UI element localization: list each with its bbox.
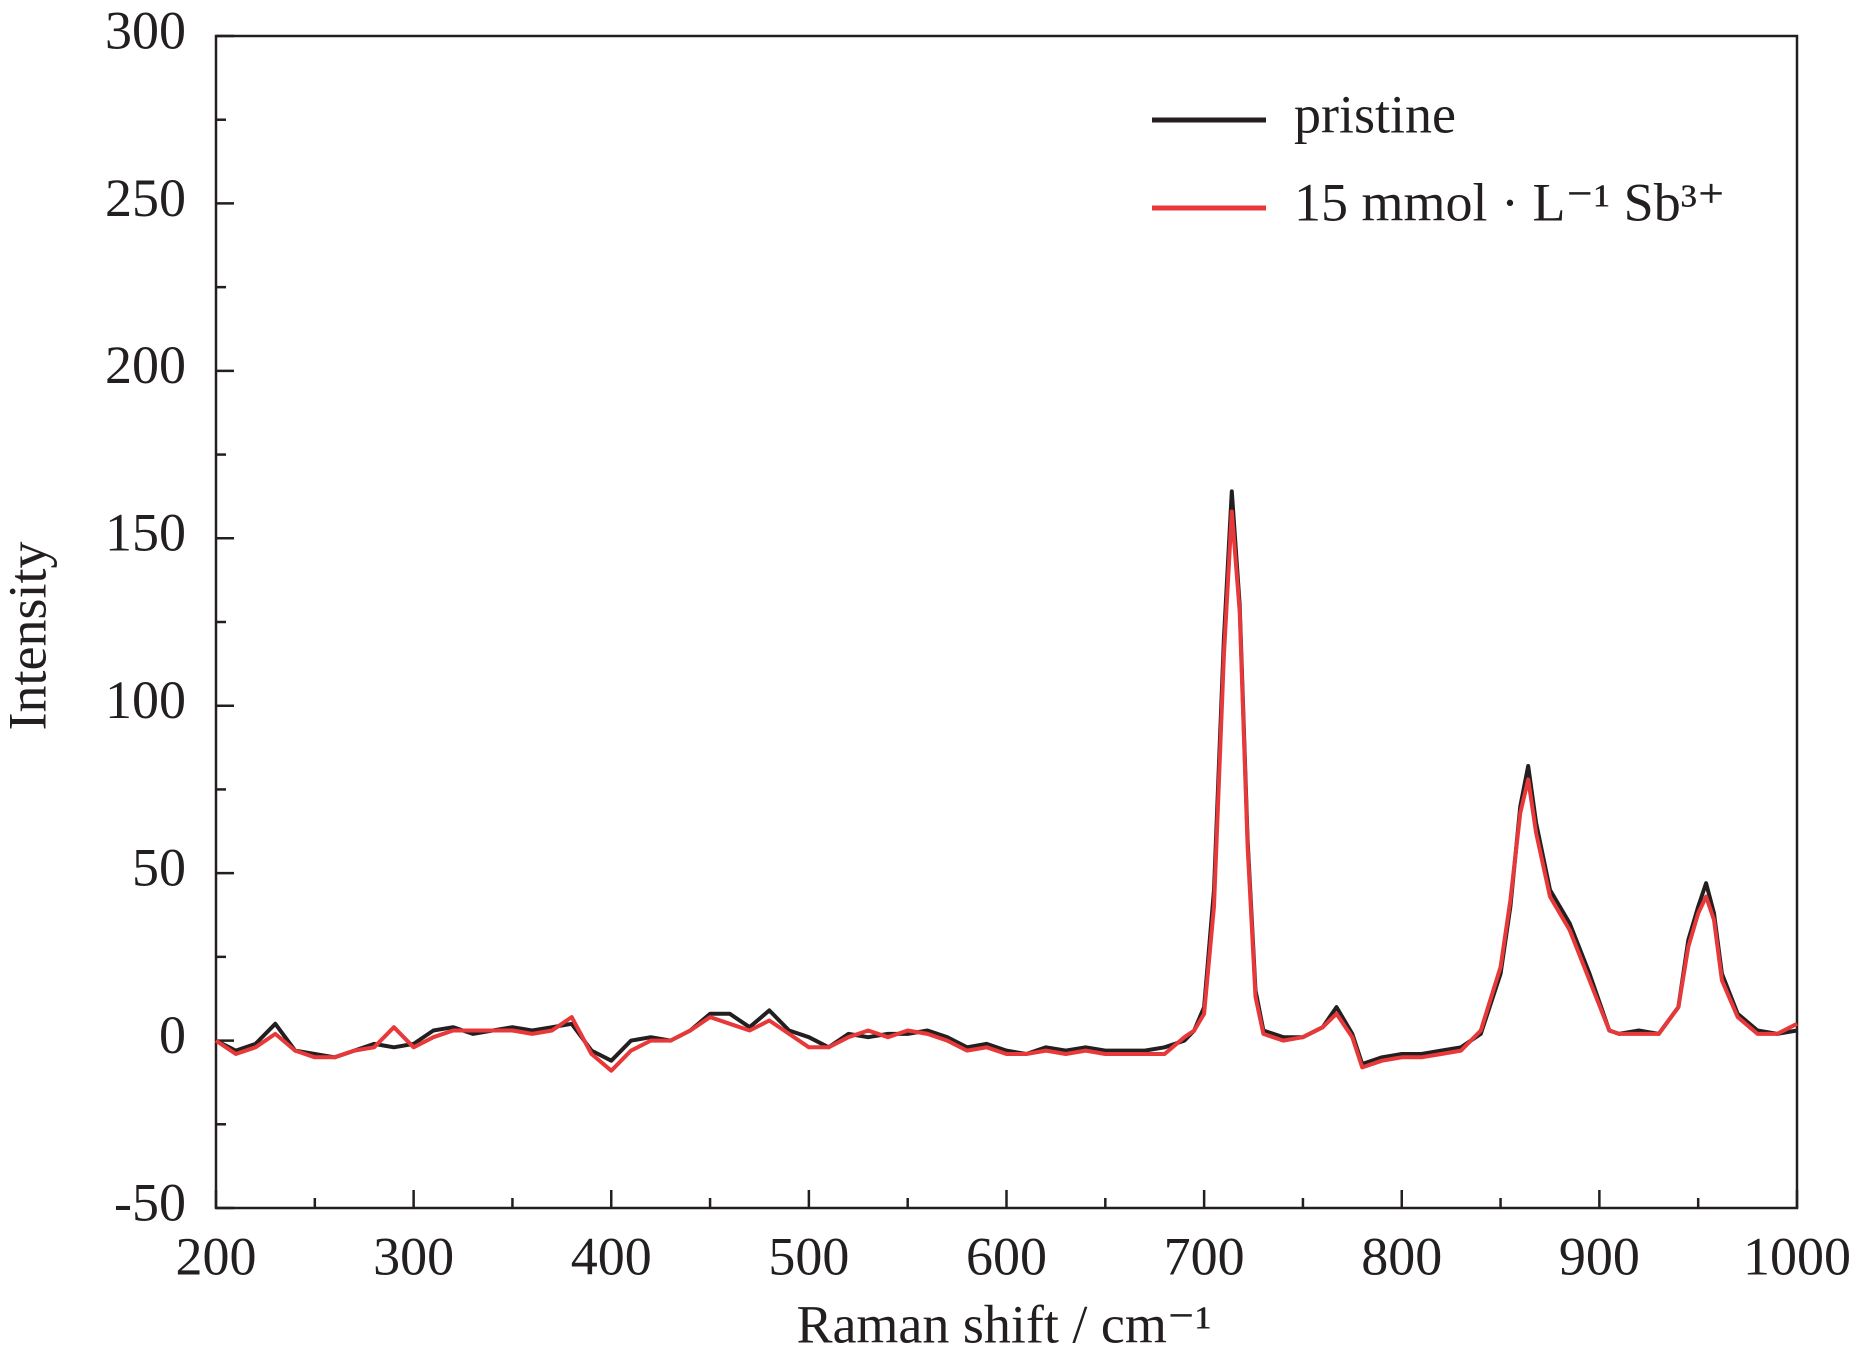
x-tick-label: 700	[1164, 1226, 1245, 1286]
y-tick-label: 150	[105, 503, 186, 563]
y-tick-label: 100	[105, 670, 186, 730]
x-tick-label: 500	[768, 1226, 849, 1286]
y-tick-label: 200	[105, 335, 186, 395]
y-tick-label: 0	[159, 1005, 186, 1065]
x-axis-label: Raman shift / cm⁻¹	[796, 1294, 1211, 1354]
x-tick-label: 900	[1559, 1226, 1640, 1286]
series-line	[215, 489, 1798, 1066]
series-line	[214, 509, 1798, 1073]
x-tick-label: 1000	[1743, 1226, 1851, 1286]
y-tick-label: -50	[114, 1172, 186, 1232]
x-tick-label: 200	[176, 1226, 257, 1286]
x-tick-label: 300	[373, 1226, 454, 1286]
legend-label: pristine	[1294, 84, 1456, 144]
y-axis-label: Intensity	[0, 542, 57, 731]
legend-label: 15 mmol · L⁻¹ Sb³⁺	[1294, 172, 1725, 232]
x-tick-label: 800	[1361, 1226, 1442, 1286]
y-tick-label: 250	[105, 168, 186, 228]
y-tick-label: 50	[132, 838, 186, 898]
x-tick-label: 600	[966, 1226, 1047, 1286]
x-tick-label: 400	[571, 1226, 652, 1286]
y-tick-label: 300	[105, 0, 186, 60]
